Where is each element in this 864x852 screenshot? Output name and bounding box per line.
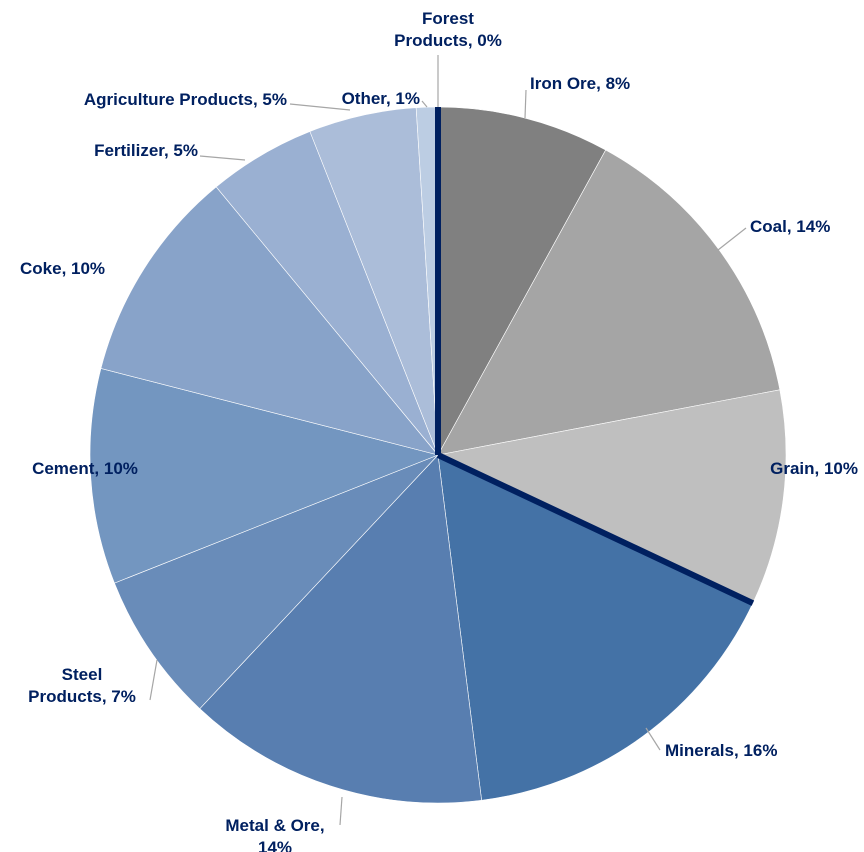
data-label-line: Steel [62, 665, 103, 684]
data-label: Minerals, 16% [665, 741, 777, 760]
data-label-line: Metal & Ore, [225, 816, 324, 835]
data-label: Forest Products, 0% [394, 9, 502, 50]
leader-line [289, 103, 351, 111]
data-label-line: Other, 1% [342, 89, 420, 108]
data-label-line: Coal, 14% [750, 217, 830, 236]
data-label: Cement, 10% [32, 459, 138, 478]
data-label-line: Products, 0% [394, 31, 502, 50]
data-label-line: Grain, 10% [770, 459, 858, 478]
pie-slice [437, 149, 781, 456]
pie-slice [100, 186, 439, 456]
data-label-line: Products, 7% [28, 687, 136, 706]
data-label: Coke, 10% [20, 259, 105, 278]
data-label: Iron Ore, 8% [530, 74, 630, 93]
data-label-line: Agriculture Products, 5% [84, 90, 287, 109]
highlight-line [436, 452, 755, 606]
data-label-line: 14% [258, 838, 292, 852]
leader-line [645, 727, 661, 751]
leader-line [717, 227, 747, 251]
data-label: Metal & Ore, 14% [225, 816, 324, 852]
leader-line [339, 796, 343, 826]
data-label: Steel Products, 7% [28, 665, 136, 706]
data-label: Coal, 14% [750, 217, 830, 236]
leader-line [149, 659, 158, 701]
data-label-line: Forest [422, 9, 474, 28]
labels: Iron Ore, 8% Coal, 14% Grain, 10% Minerals,… [20, 9, 858, 852]
pie-slice [437, 454, 754, 801]
data-label: Fertilizer, 5% [94, 141, 198, 160]
pie-slice [114, 454, 439, 710]
leader-line [524, 89, 527, 119]
pie-slice [437, 389, 787, 604]
data-label-line: Fertilizer, 5% [94, 141, 198, 160]
pie [89, 106, 787, 804]
data-label: Grain, 10% [770, 459, 858, 478]
pie-slice [89, 368, 439, 584]
data-label: Other, 1% [342, 89, 420, 108]
data-label-line: Cement, 10% [32, 459, 138, 478]
leader-line [199, 155, 246, 161]
leader-line [421, 100, 428, 108]
data-label-line: Minerals, 16% [665, 741, 777, 760]
data-label-line: Coke, 10% [20, 259, 105, 278]
data-label-line: Iron Ore, 8% [530, 74, 630, 93]
pie-slice [199, 454, 482, 804]
data-label: Agriculture Products, 5% [84, 90, 287, 109]
